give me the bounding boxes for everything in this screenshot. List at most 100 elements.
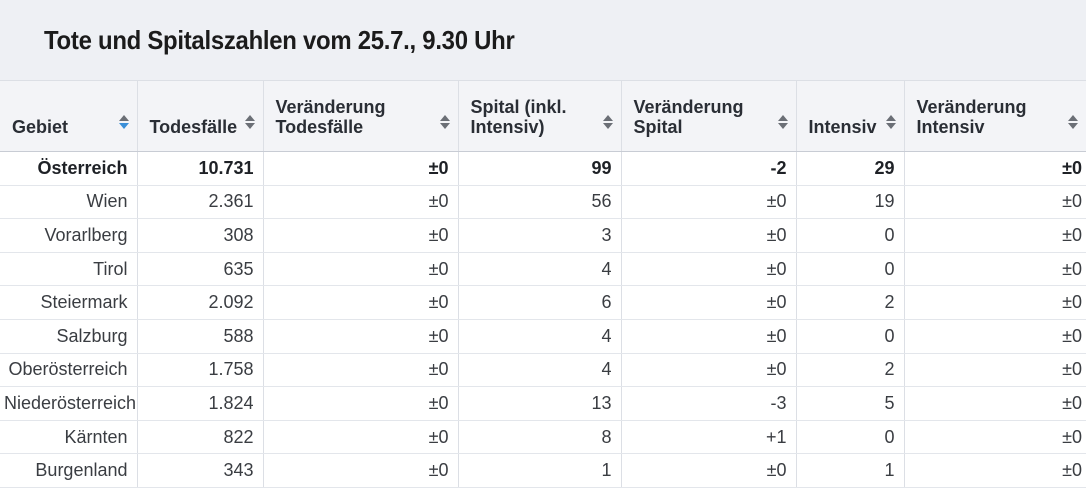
table-row: Oberösterreich 1.758 ±0 4 ±0 2 ±0 xyxy=(0,353,1086,388)
column-label: Todesfälle xyxy=(149,117,238,137)
cell-veraenderung-todesfaelle: ±0 xyxy=(263,151,459,186)
cell-gebiet: Oberösterreich xyxy=(0,353,138,388)
column-label: Spital (inkl. Intensiv) xyxy=(470,97,567,137)
cell-veraenderung-intensiv: ±0 xyxy=(904,151,1086,186)
column-label: Intensiv xyxy=(808,117,877,137)
table-row-total: Österreich 10.731 ±0 99 -2 29 ±0 xyxy=(0,151,1086,186)
cell-veraenderung-todesfaelle: ±0 xyxy=(263,252,459,287)
cell-veraenderung-todesfaelle: ±0 xyxy=(263,218,459,253)
page-title: Tote und Spitalszahlen vom 25.7., 9.30 U… xyxy=(44,24,515,55)
cell-spital: 4 xyxy=(458,353,622,388)
column-header-spital[interactable]: Spital (inkl. Intensiv) xyxy=(458,80,622,152)
cell-veraenderung-todesfaelle: ±0 xyxy=(263,353,459,388)
cell-veraenderung-spital: +1 xyxy=(621,420,797,455)
cell-veraenderung-intensiv: ±0 xyxy=(904,218,1086,253)
column-label: Veränderung Intensiv xyxy=(916,97,1027,137)
cell-intensiv: 2 xyxy=(796,285,905,320)
cell-veraenderung-intensiv: ±0 xyxy=(904,185,1086,220)
cell-gebiet: Burgenland xyxy=(0,453,138,488)
cell-veraenderung-spital: ±0 xyxy=(621,218,797,253)
cell-intensiv: 2 xyxy=(796,353,905,388)
cell-veraenderung-spital: -3 xyxy=(621,386,797,421)
table-row: Burgenland 343 ±0 1 ±0 1 ±0 xyxy=(0,453,1086,488)
cell-veraenderung-spital: ±0 xyxy=(621,353,797,388)
cell-intensiv: 0 xyxy=(796,319,905,354)
cell-veraenderung-intensiv: ±0 xyxy=(904,453,1086,488)
cell-veraenderung-todesfaelle: ±0 xyxy=(263,185,459,220)
column-label: Gebiet xyxy=(12,117,69,137)
cell-todesfaelle: 308 xyxy=(137,218,264,253)
cell-spital: 6 xyxy=(458,285,622,320)
cell-veraenderung-intensiv: ±0 xyxy=(904,319,1086,354)
cell-veraenderung-todesfaelle: ±0 xyxy=(263,420,459,455)
cell-veraenderung-todesfaelle: ±0 xyxy=(263,319,459,354)
column-label: Veränderung Spital xyxy=(633,97,744,137)
column-header-veraenderung-intensiv[interactable]: Veränderung Intensiv xyxy=(904,80,1086,152)
cell-veraenderung-intensiv: ±0 xyxy=(904,386,1086,421)
cell-veraenderung-intensiv: ±0 xyxy=(904,420,1086,455)
cell-gebiet: Niederösterreich xyxy=(0,386,138,421)
table-row: Kärnten 822 ±0 8 +1 0 ±0 xyxy=(0,420,1086,455)
table-row: Vorarlberg 308 ±0 3 ±0 0 ±0 xyxy=(0,218,1086,253)
sort-icon[interactable] xyxy=(885,115,896,129)
sort-icon[interactable] xyxy=(439,115,450,129)
sort-icon[interactable] xyxy=(602,115,613,129)
cell-todesfaelle: 588 xyxy=(137,319,264,354)
cell-gebiet: Kärnten xyxy=(0,420,138,455)
cell-spital: 4 xyxy=(458,319,622,354)
cell-intensiv: 0 xyxy=(796,218,905,253)
cell-intensiv: 29 xyxy=(796,151,905,186)
cell-todesfaelle: 10.731 xyxy=(137,151,264,186)
cell-veraenderung-todesfaelle: ±0 xyxy=(263,285,459,320)
sort-icon[interactable] xyxy=(777,115,788,129)
cell-veraenderung-intensiv: ±0 xyxy=(904,252,1086,287)
cell-intensiv: 1 xyxy=(796,453,905,488)
cell-gebiet: Salzburg xyxy=(0,319,138,354)
cell-veraenderung-spital: -2 xyxy=(621,151,797,186)
cell-spital: 4 xyxy=(458,252,622,287)
table-row: Salzburg 588 ±0 4 ±0 0 ±0 xyxy=(0,319,1086,354)
cell-todesfaelle: 2.361 xyxy=(137,185,264,220)
column-header-todesfaelle[interactable]: Todesfälle xyxy=(137,80,264,152)
cell-veraenderung-spital: ±0 xyxy=(621,252,797,287)
cell-veraenderung-intensiv: ±0 xyxy=(904,353,1086,388)
cell-veraenderung-spital: ±0 xyxy=(621,185,797,220)
column-header-veraenderung-todesfaelle[interactable]: Veränderung Todesfälle xyxy=(263,80,459,152)
cell-veraenderung-intensiv: ±0 xyxy=(904,285,1086,320)
cell-spital: 99 xyxy=(458,151,622,186)
column-header-intensiv[interactable]: Intensiv xyxy=(796,80,905,152)
cell-gebiet: Österreich xyxy=(0,151,138,186)
cell-todesfaelle: 2.092 xyxy=(137,285,264,320)
cell-intensiv: 0 xyxy=(796,252,905,287)
table-row: Niederösterreich 1.824 ±0 13 -3 5 ±0 xyxy=(0,386,1086,421)
column-label: Veränderung Todesfälle xyxy=(275,97,386,137)
cell-intensiv: 0 xyxy=(796,420,905,455)
cell-todesfaelle: 343 xyxy=(137,453,264,488)
cell-intensiv: 19 xyxy=(796,185,905,220)
cell-todesfaelle: 822 xyxy=(137,420,264,455)
cell-gebiet: Vorarlberg xyxy=(0,218,138,253)
sort-icon[interactable] xyxy=(1068,115,1078,129)
data-table: Gebiet Todesfälle Veränderung Todesfälle xyxy=(0,80,1086,488)
cell-gebiet: Wien xyxy=(0,185,138,220)
cell-spital: 3 xyxy=(458,218,622,253)
column-header-gebiet[interactable]: Gebiet xyxy=(0,80,138,152)
cell-spital: 56 xyxy=(458,185,622,220)
cell-spital: 1 xyxy=(458,453,622,488)
cell-veraenderung-todesfaelle: ±0 xyxy=(263,453,459,488)
column-header-veraenderung-spital[interactable]: Veränderung Spital xyxy=(621,80,797,152)
cell-gebiet: Steiermark xyxy=(0,285,138,320)
cell-spital: 13 xyxy=(458,386,622,421)
cell-gebiet: Tirol xyxy=(0,252,138,287)
cell-spital: 8 xyxy=(458,420,622,455)
header-row: Gebiet Todesfälle Veränderung Todesfälle xyxy=(0,80,1086,152)
table-row: Tirol 635 ±0 4 ±0 0 ±0 xyxy=(0,252,1086,287)
cell-veraenderung-todesfaelle: ±0 xyxy=(263,386,459,421)
sort-icon[interactable] xyxy=(244,115,255,129)
sort-icon[interactable] xyxy=(118,115,129,129)
cell-intensiv: 5 xyxy=(796,386,905,421)
cell-veraenderung-spital: ±0 xyxy=(621,453,797,488)
cell-todesfaelle: 1.824 xyxy=(137,386,264,421)
cell-todesfaelle: 635 xyxy=(137,252,264,287)
title-bar: Tote und Spitalszahlen vom 25.7., 9.30 U… xyxy=(0,0,1086,80)
